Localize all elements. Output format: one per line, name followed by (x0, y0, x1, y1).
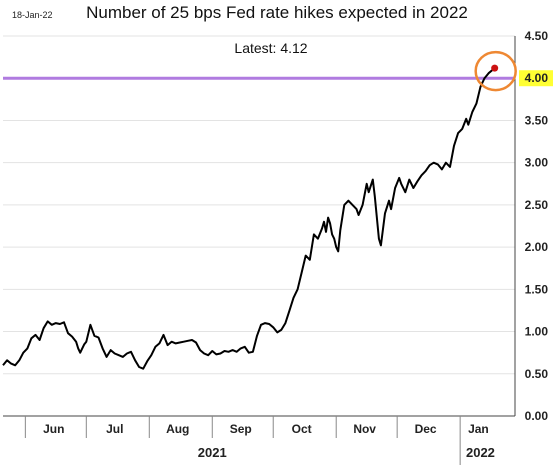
y-tick-label: 2.50 (525, 198, 549, 212)
x-tick-label: Sep (230, 422, 252, 436)
y-tick-label: 3.00 (525, 156, 549, 170)
y-tick-label: 3.50 (525, 113, 549, 127)
x-tick-label: Jun (43, 422, 64, 436)
latest-annotation: Latest: 4.12 (234, 40, 307, 56)
year-label: 2021 (198, 445, 227, 460)
x-axis-labels: Jun Jul Aug Sep Oct Nov Dec Jan 2021 2022 (43, 422, 495, 460)
highlight-box (519, 70, 553, 87)
y-tick-label: 0.50 (525, 367, 549, 381)
y-tick-label: 1.50 (525, 282, 549, 296)
year-label: 2022 (466, 445, 495, 460)
x-tick-label: Aug (166, 422, 189, 436)
y-tick-label: 4.00 (525, 71, 549, 85)
latest-marker-group (474, 50, 517, 92)
x-tick-label: Jan (468, 422, 489, 436)
x-tick-label: Jul (106, 422, 123, 436)
date-stamp: 18-Jan-22 (12, 10, 53, 20)
chart-title: Number of 25 bps Fed rate hikes expected… (86, 3, 468, 22)
y-axis-ticks: 0.00 0.50 1.00 1.50 2.00 2.50 3.00 3.50 4.00 4.50 (519, 29, 553, 423)
series-group (2, 67, 496, 370)
highlight-circle (474, 50, 517, 92)
series-line (2, 67, 496, 370)
axes (3, 36, 516, 465)
x-tick-label: Nov (353, 422, 376, 436)
y-tick-label: 4.50 (525, 29, 549, 43)
x-tick-label: Oct (292, 422, 312, 436)
latest-point (491, 64, 499, 72)
y-tick-label: 2.00 (525, 240, 549, 254)
y-tick-label: 0.00 (525, 409, 549, 423)
gridlines (3, 35, 515, 375)
y-tick-label: 1.00 (525, 325, 549, 339)
x-tick-label: Dec (415, 422, 437, 436)
